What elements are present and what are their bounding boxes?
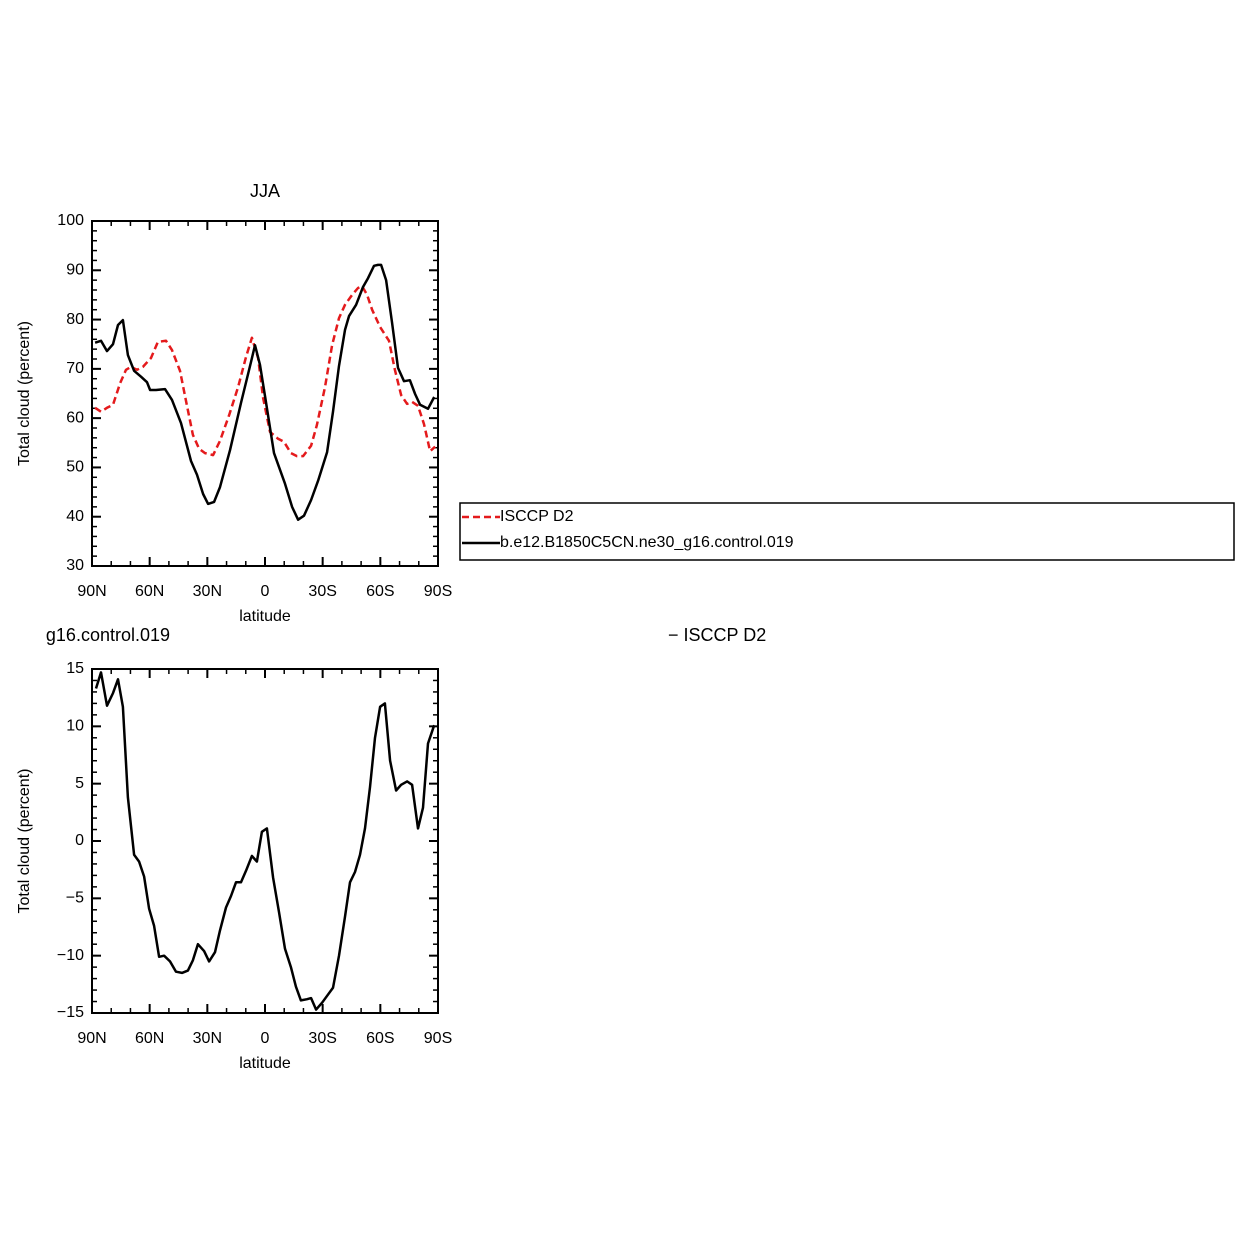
y-axis-label: Total cloud (percent): [16, 321, 33, 466]
legend-label: ISCCP D2: [500, 508, 574, 525]
y-tick-label: 10: [66, 718, 84, 735]
x-tick-label: 60N: [135, 583, 164, 600]
y-tick-label: 90: [66, 262, 84, 279]
x-tick-label: 30N: [193, 1030, 222, 1047]
y-tick-label: 100: [57, 212, 84, 229]
y-tick-label: −10: [57, 947, 84, 964]
y-tick-label: 0: [75, 832, 84, 849]
x-tick-label: 90N: [77, 1030, 106, 1047]
y-tick-label: 70: [66, 360, 84, 377]
plot-frame: [91, 220, 439, 567]
data-line: [94, 263, 436, 521]
legend-box: [459, 502, 1235, 561]
chart-title: − ISCCP D2: [668, 625, 766, 645]
legend: ISCCP D2 b.e12.B1850C5CN.ne30_g16.control…: [459, 502, 1235, 561]
x-tick-label: 0: [261, 1030, 270, 1047]
y-tick-label: 80: [66, 311, 84, 328]
plot-frame: [91, 668, 439, 1014]
x-tick-label: 90S: [424, 1030, 452, 1047]
y-tick-label: 60: [66, 409, 84, 426]
data-line: [94, 671, 436, 1011]
x-tick-label: 90N: [77, 583, 106, 600]
x-tick-label: 60S: [366, 583, 394, 600]
x-axis-label: latitude: [239, 608, 291, 625]
legend-label: b.e12.B1850C5CN.ne30_g16.control.019: [500, 534, 794, 551]
x-tick-label: 30S: [308, 583, 336, 600]
y-tick-label: −5: [66, 890, 84, 907]
x-tick-label: 60N: [135, 1030, 164, 1047]
y-tick-label: 5: [75, 775, 84, 792]
x-tick-label: 30N: [193, 583, 222, 600]
y-tick-label: 30: [66, 557, 84, 574]
chart-title: JJA: [250, 181, 280, 201]
x-tick-label: 60S: [366, 1030, 394, 1047]
y-axis-label: Total cloud (percent): [16, 769, 33, 914]
panel: 30 40 50 60 70 80 90 100 90N 60N 30N 0 30S 60S 90S JJA l…: [16, 181, 1235, 625]
y-tick-label: 15: [66, 660, 84, 677]
x-tick-label: 90S: [424, 583, 452, 600]
data-line: [94, 284, 436, 458]
chart-title: g16.control.019: [46, 625, 170, 645]
y-tick-label: 50: [66, 459, 84, 476]
y-tick-label: −15: [57, 1004, 84, 1021]
panel: −15 −10 −5 0 5 10 15 90N 60N 30N 0 30S 60S 90S g16.con…: [16, 625, 766, 1072]
x-tick-label: 0: [261, 583, 270, 600]
x-axis-label: latitude: [239, 1055, 291, 1072]
x-tick-label: 30S: [308, 1030, 336, 1047]
y-tick-label: 40: [66, 508, 84, 525]
